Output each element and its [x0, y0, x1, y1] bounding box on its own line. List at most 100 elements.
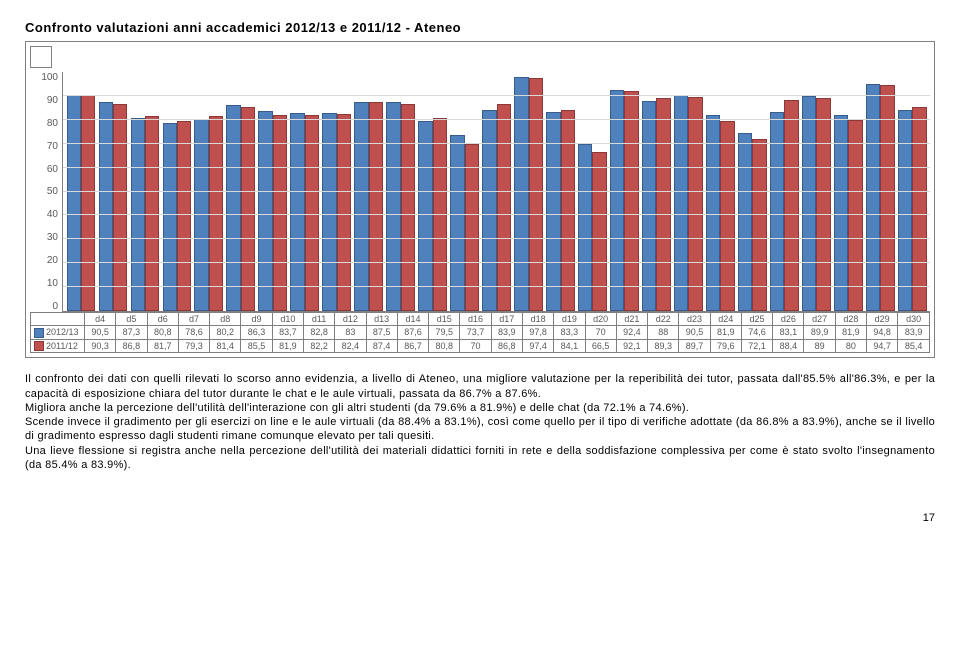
- bar: [529, 78, 543, 311]
- table-cell: 89,9: [804, 326, 835, 340]
- table-header-cell: d23: [679, 313, 710, 326]
- bar-group: [65, 72, 97, 311]
- table-cell: 79,6: [710, 339, 741, 353]
- table-cell: 80: [835, 339, 866, 353]
- bar-group: [321, 72, 353, 311]
- bar-group: [417, 72, 449, 311]
- bar-group: [129, 72, 161, 311]
- plot-area: [62, 72, 930, 312]
- chart-title: Confronto valutazioni anni accademici 20…: [25, 20, 935, 35]
- bar: [305, 115, 319, 311]
- bar: [241, 107, 255, 311]
- bar: [738, 133, 752, 311]
- series-label: 2011/12: [31, 339, 85, 353]
- table-corner: [31, 313, 85, 326]
- bar: [369, 102, 383, 311]
- table-cell: 81,4: [210, 339, 241, 353]
- bar-group: [577, 72, 609, 311]
- table-cell: 88,4: [773, 339, 804, 353]
- bar-group: [385, 72, 417, 311]
- table-header-cell: d4: [85, 313, 116, 326]
- bar-group: [97, 72, 129, 311]
- table-cell: 83: [335, 326, 366, 340]
- table-cell: 66,5: [585, 339, 616, 353]
- y-tick: 100: [41, 72, 58, 83]
- bar-group: [832, 72, 864, 311]
- y-tick: 80: [47, 118, 58, 129]
- bar: [177, 121, 191, 311]
- table-cell: 86,7: [397, 339, 428, 353]
- table-header-cell: d11: [303, 313, 334, 326]
- bar: [674, 95, 688, 311]
- table-header-cell: d17: [491, 313, 522, 326]
- bar: [67, 95, 81, 311]
- table-cell: 82,8: [303, 326, 334, 340]
- bar-group: [704, 72, 736, 311]
- bar: [624, 91, 638, 311]
- bar: [258, 111, 272, 311]
- table-cell: 81,9: [835, 326, 866, 340]
- table-cell: 70: [460, 339, 491, 353]
- bar: [482, 110, 496, 311]
- paragraph-3: Scende invece il gradimento per gli eser…: [25, 416, 935, 442]
- legend-placeholder: [30, 46, 52, 68]
- table-cell: 81,7: [147, 339, 178, 353]
- legend-swatch: [34, 341, 44, 351]
- table-header-cell: d16: [460, 313, 491, 326]
- bar: [386, 102, 400, 311]
- table-cell: 92,1: [616, 339, 647, 353]
- table-header-cell: d6: [147, 313, 178, 326]
- table-cell: 85,4: [898, 339, 930, 353]
- gridline: [63, 262, 930, 263]
- gridline: [63, 119, 930, 120]
- bar: [610, 90, 624, 311]
- table-cell: 86,8: [116, 339, 147, 353]
- bar: [784, 100, 798, 311]
- y-tick: 0: [52, 301, 58, 312]
- gridline: [63, 143, 930, 144]
- y-tick: 70: [47, 141, 58, 152]
- table-header-cell: d22: [648, 313, 679, 326]
- bar: [816, 98, 830, 311]
- bar: [273, 115, 287, 311]
- table-header-cell: d27: [804, 313, 835, 326]
- table-header-cell: d24: [710, 313, 741, 326]
- table-header-cell: d26: [773, 313, 804, 326]
- y-tick: 60: [47, 164, 58, 175]
- bar: [592, 152, 606, 311]
- table-cell: 83,9: [491, 326, 522, 340]
- table-cell: 82,2: [303, 339, 334, 353]
- bars-layer: [63, 72, 930, 311]
- table-header-cell: d5: [116, 313, 147, 326]
- bar-group: [545, 72, 577, 311]
- table-cell: 83,1: [773, 326, 804, 340]
- bar: [81, 95, 95, 311]
- gridline: [63, 191, 930, 192]
- table-header-cell: d8: [210, 313, 241, 326]
- table-cell: 86,8: [491, 339, 522, 353]
- table-cell: 82,4: [335, 339, 366, 353]
- table-cell: 85,5: [241, 339, 272, 353]
- table-cell: 87,4: [366, 339, 397, 353]
- bar: [688, 97, 702, 311]
- table-cell: 80,2: [210, 326, 241, 340]
- table-header-cell: d21: [616, 313, 647, 326]
- table-header-cell: d28: [835, 313, 866, 326]
- table-cell: 94,8: [867, 326, 898, 340]
- table-header-cell: d10: [272, 313, 303, 326]
- table-header-cell: d13: [366, 313, 397, 326]
- table-cell: 87,5: [366, 326, 397, 340]
- table-cell: 74,6: [741, 326, 772, 340]
- bar: [497, 104, 511, 311]
- paragraph-1: Il confronto dei dati con quelli rilevat…: [25, 373, 935, 399]
- chart-area: 1009080706050403020100: [30, 72, 930, 312]
- gridline: [63, 238, 930, 239]
- paragraph-4: Una lieve flessione si registra anche ne…: [25, 445, 935, 471]
- gridline: [63, 95, 930, 96]
- y-tick: 10: [47, 278, 58, 289]
- table-cell: 97,4: [522, 339, 553, 353]
- bar: [354, 102, 368, 311]
- table-cell: 89,3: [648, 339, 679, 353]
- bar: [802, 96, 816, 311]
- table-cell: 79,3: [178, 339, 209, 353]
